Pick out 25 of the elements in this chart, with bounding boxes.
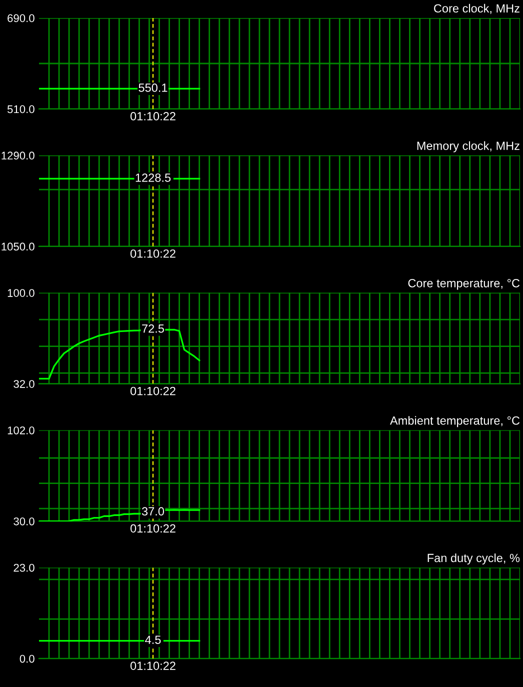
- text: 01:10:22: [130, 524, 176, 533]
- chart-title: Ambient temperature, °C: [390, 416, 520, 428]
- y-tick-label: 30.0: [14, 517, 34, 526]
- y-tick-label: 0.0: [20, 654, 34, 663]
- chart-title: Memory clock, MHz: [417, 141, 520, 152]
- y-tick-label: 1050.0: [2, 242, 34, 251]
- y-tick-label: 100.0: [8, 289, 34, 297]
- annotation: 550.1: [138, 84, 168, 92]
- annotation: 72.5: [142, 324, 164, 333]
- text: 01:10:22: [130, 112, 176, 120]
- annotation: 1228.5: [136, 174, 171, 182]
- chart-title: Core temperature, °C: [408, 279, 520, 290]
- annotation: 4.5: [145, 636, 161, 644]
- y-tick-label: 1290.0: [2, 152, 34, 160]
- y-tick-label: 23.0: [14, 564, 34, 572]
- chart-title: Fan duty cycle, %: [428, 553, 520, 564]
- y-tick-label: 690.0: [8, 14, 34, 22]
- text: 01:10:22: [130, 662, 176, 670]
- y-tick-label: 102.0: [8, 426, 34, 434]
- chart-title: Core clock, MHz: [434, 4, 520, 14]
- y-tick-label: 32.0: [14, 380, 34, 388]
- text: 01:10:22: [130, 249, 176, 258]
- annotation: 37.0: [142, 507, 164, 516]
- y-tick-label: 510.0: [7, 105, 34, 114]
- text: 01:10:22: [130, 386, 176, 396]
